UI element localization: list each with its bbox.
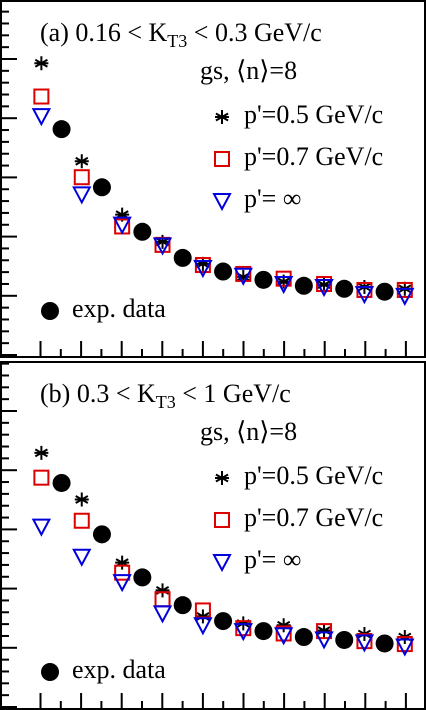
marker-circle — [52, 120, 71, 139]
panel-title: (a) 0.16 < KT3 < 0.3 GeV/c — [40, 18, 322, 51]
marker-circle — [92, 525, 111, 544]
legend-label: exp. data — [72, 294, 166, 323]
marker-triangle — [212, 193, 232, 212]
marker-triangle — [233, 623, 253, 642]
marker-square — [275, 625, 292, 642]
annotation: gs, ⟨n⟩=8 — [200, 417, 297, 446]
legend-label: p'= ∞ — [244, 545, 301, 574]
marker-square — [33, 88, 50, 105]
panel-title: (b) 0.3 < KT3 < 1 GeV/c — [40, 379, 291, 412]
title-text: < 1 GeV/c — [176, 379, 291, 408]
marker-circle — [92, 178, 111, 197]
marker-square — [316, 623, 333, 640]
legend-label: p'=0.7 GeV/c — [244, 503, 383, 532]
marker-circle — [133, 568, 152, 587]
marker-triangle — [72, 186, 92, 205]
marker-circle — [214, 612, 233, 631]
marker-square — [214, 512, 230, 528]
legend-label: exp. data — [72, 655, 166, 684]
marker-star — [155, 583, 170, 598]
marker-circle — [335, 630, 354, 649]
marker-circle — [294, 628, 313, 647]
frame — [0, 0, 426, 358]
marker-square — [214, 151, 230, 167]
marker-star — [195, 256, 210, 271]
marker-triangle — [274, 627, 294, 646]
marker-triangle — [314, 631, 334, 650]
title-subscript: T3 — [156, 392, 176, 412]
legend-label: p'= ∞ — [244, 184, 301, 213]
title-text: (a) 0.16 < K — [40, 18, 168, 47]
marker-circle — [52, 473, 71, 492]
legend-label: p'=0.5 GeV/c — [244, 461, 383, 490]
marker-triangle — [31, 518, 52, 537]
marker-star — [115, 555, 130, 570]
marker-star — [74, 154, 89, 169]
marker-square — [235, 265, 252, 282]
marker-circle — [41, 663, 59, 681]
title-text: (b) 0.3 < K — [40, 379, 156, 408]
marker-square — [356, 633, 373, 650]
marker-square — [73, 169, 90, 186]
marker-triangle — [152, 605, 173, 624]
legend-label: p'=0.7 GeV/c — [244, 142, 383, 171]
marker-circle — [294, 276, 313, 295]
marker-triangle — [274, 276, 294, 295]
marker-triangle — [212, 554, 232, 573]
marker-triangle — [112, 574, 132, 593]
marker-triangle — [314, 278, 334, 298]
marker-circle — [254, 270, 273, 289]
marker-square — [235, 620, 252, 637]
marker-circle — [375, 282, 394, 301]
marker-star — [195, 609, 210, 624]
marker-square — [316, 276, 333, 293]
marker-star — [215, 471, 229, 485]
marker-square — [114, 564, 131, 581]
marker-star — [74, 492, 89, 507]
marker-triangle — [233, 267, 253, 286]
marker-square — [73, 512, 90, 529]
annotation: gs, ⟨n⟩=8 — [200, 56, 297, 85]
marker-triangle — [31, 108, 52, 127]
marker-star — [317, 623, 332, 638]
marker-star — [34, 56, 49, 71]
marker-triangle — [193, 260, 213, 279]
marker-star — [155, 234, 170, 249]
marker-star — [34, 445, 49, 460]
marker-circle — [173, 596, 192, 615]
marker-square — [33, 469, 50, 486]
marker-star — [236, 269, 251, 284]
marker-triangle — [354, 634, 375, 653]
marker-square — [194, 257, 211, 274]
marker-circle — [335, 279, 354, 298]
marker-circle — [173, 248, 192, 267]
frame — [0, 361, 426, 710]
marker-circle — [214, 262, 233, 281]
marker-circle — [254, 622, 273, 641]
legend-label: p'=0.5 GeV/c — [244, 100, 383, 129]
marker-star — [215, 110, 229, 124]
marker-circle — [375, 634, 394, 653]
marker-triangle — [193, 617, 213, 636]
marker-square — [396, 636, 413, 653]
marker-star — [317, 277, 332, 292]
marker-circle — [41, 302, 59, 320]
title-text: < 0.3 GeV/c — [187, 18, 322, 47]
marker-circle — [133, 222, 152, 241]
marker-triangle — [152, 237, 173, 256]
marker-triangle — [72, 548, 92, 567]
marker-star — [276, 274, 291, 289]
title-subscript: T3 — [167, 31, 187, 51]
marker-triangle — [112, 216, 132, 235]
marker-triangle — [395, 638, 415, 657]
marker-triangle — [354, 286, 375, 305]
marker-star — [276, 618, 291, 633]
marker-triangle — [395, 287, 415, 307]
marker-star — [115, 207, 130, 222]
